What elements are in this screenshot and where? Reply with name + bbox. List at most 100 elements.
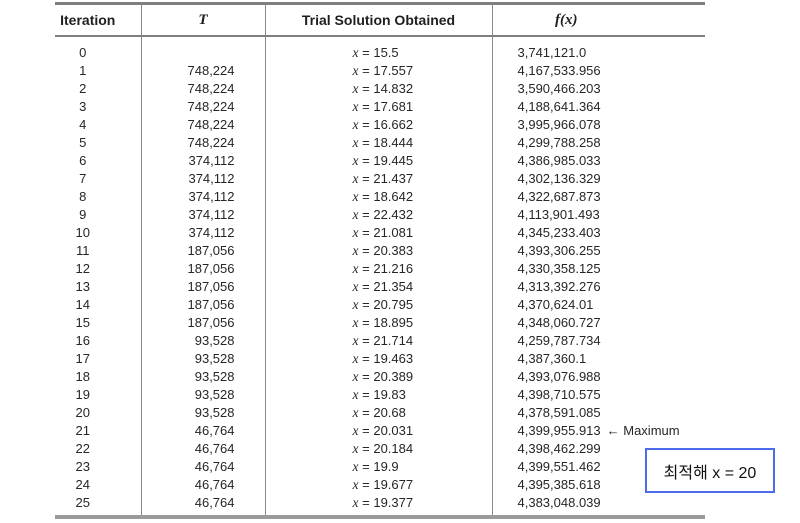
cell-fx: 4,393,076.988 [492, 368, 705, 386]
x-variable: x [352, 153, 359, 168]
cell-fx: 4,386,985.033 [492, 152, 705, 170]
x-value: 19.463 [373, 351, 414, 366]
x-value: 19.677 [373, 477, 414, 492]
equals-sign: = [362, 99, 370, 114]
cell-trial-solution: x = 18.642 [265, 188, 493, 206]
cell-temperature: 748,224 [141, 134, 266, 152]
equals-sign: = [362, 387, 370, 402]
cell-temperature: 46,764 [141, 440, 266, 458]
cell-temperature: 187,056 [141, 296, 266, 314]
fx-value: 4,399,955.913 [517, 423, 601, 438]
table-row: 24 46,764 x = 19.677 4,395,385.618 [55, 476, 705, 494]
cell-iteration: 16 [55, 332, 142, 350]
cell-temperature: 46,764 [141, 458, 266, 476]
equals-sign: = [362, 477, 370, 492]
x-variable: x [352, 441, 359, 456]
x-variable: x [352, 243, 359, 258]
fx-value: 4,299,788.258 [517, 135, 601, 150]
cell-fx: 3,995,966.078 [492, 116, 705, 134]
cell-trial-solution: x = 19.445 [265, 152, 493, 170]
table-row: 17 93,528 x = 19.463 4,387,360.1 [55, 350, 705, 368]
cell-temperature: 374,112 [141, 188, 266, 206]
cell-trial-solution: x = 20.184 [265, 440, 493, 458]
table-row: 21 46,764 x = 20.031 4,399,955.913 ← Maxi… [55, 422, 705, 440]
cell-fx: 4,167,533.956 [492, 62, 705, 80]
equals-sign: = [362, 261, 370, 276]
cell-temperature: 46,764 [141, 422, 266, 440]
cell-trial-solution: x = 20.68 [265, 404, 493, 422]
x-variable: x [352, 207, 359, 222]
cell-trial-solution: x = 17.681 [265, 98, 493, 116]
cell-fx: 4,188,641.364 [492, 98, 705, 116]
x-variable: x [352, 369, 359, 384]
fx-value: 4,387,360.1 [517, 351, 587, 366]
cell-temperature: 748,224 [141, 80, 266, 98]
cell-fx: 4,378,591.085 [492, 404, 705, 422]
equals-sign: = [362, 135, 370, 150]
equals-sign: = [362, 207, 370, 222]
cell-temperature: 93,528 [141, 386, 266, 404]
cell-iteration: 18 [55, 368, 142, 386]
col-header-trial-solution: Trial Solution Obtained [265, 3, 493, 37]
x-variable: x [352, 261, 359, 276]
fx-value: 4,302,136.329 [517, 171, 601, 186]
x-value: 18.444 [373, 135, 414, 150]
table-row: 11 187,056 x = 20.383 4,393,306.255 [55, 242, 705, 260]
table-row: 16 93,528 x = 21.714 4,259,787.734 [55, 332, 705, 350]
cell-iteration: 15 [55, 314, 142, 332]
cell-trial-solution: x = 18.895 [265, 314, 493, 332]
x-variable: x [352, 171, 359, 186]
x-variable: x [352, 387, 359, 402]
fx-value: 3,741,121.0 [517, 45, 587, 60]
fx-value: 4,113,901.493 [517, 207, 600, 222]
table-row: 22 46,764 x = 20.184 4,398,462.299 [55, 440, 705, 458]
table-row: 1 748,224 x = 17.557 4,167,533.956 [55, 62, 705, 80]
cell-iteration: 17 [55, 350, 142, 368]
x-variable: x [352, 81, 359, 96]
x-value: 19.377 [373, 495, 414, 510]
equals-sign: = [362, 171, 370, 186]
cell-trial-solution: x = 20.383 [265, 242, 493, 260]
header-row: Iteration T Trial Solution Obtained f(x) [55, 3, 705, 37]
cell-trial-solution: x = 19.677 [265, 476, 493, 494]
cell-iteration: 20 [55, 404, 142, 422]
cell-iteration: 6 [55, 152, 142, 170]
cell-iteration: 24 [55, 476, 142, 494]
table-row: 6 374,112 x = 19.445 4,386,985.033 [55, 152, 705, 170]
cell-temperature: 93,528 [141, 350, 266, 368]
x-variable: x [352, 117, 359, 132]
x-value: 17.681 [373, 99, 414, 114]
table-row: 3 748,224 x = 17.681 4,188,641.364 [55, 98, 705, 116]
x-value: 21.354 [373, 279, 414, 294]
cell-iteration: 0 [55, 36, 142, 62]
fx-value: 4,370,624.01 [517, 297, 594, 312]
x-value: 19.83 [373, 387, 406, 402]
cell-iteration: 12 [55, 260, 142, 278]
x-variable: x [352, 279, 359, 294]
table-row: 8 374,112 x = 18.642 4,322,687.873 [55, 188, 705, 206]
x-value: 20.184 [373, 441, 414, 456]
equals-sign: = [362, 45, 370, 60]
cell-iteration: 19 [55, 386, 142, 404]
fx-value: 4,188,641.364 [517, 99, 601, 114]
cell-iteration: 7 [55, 170, 142, 188]
cell-temperature: 748,224 [141, 98, 266, 116]
equals-sign: = [362, 153, 370, 168]
equals-sign: = [362, 351, 370, 366]
table-row: 18 93,528 x = 20.389 4,393,076.988 [55, 368, 705, 386]
cell-fx: 3,590,466.203 [492, 80, 705, 98]
cell-trial-solution: x = 16.662 [265, 116, 493, 134]
cell-fx: 4,398,462.299 [492, 440, 705, 458]
x-value: 21.714 [373, 333, 414, 348]
x-value: 21.437 [373, 171, 414, 186]
equals-sign: = [362, 81, 370, 96]
equals-sign: = [362, 333, 370, 348]
table-row: 4 748,224 x = 16.662 3,995,966.078 [55, 116, 705, 134]
cell-temperature: 187,056 [141, 260, 266, 278]
cell-temperature: 93,528 [141, 368, 266, 386]
simulated-annealing-table: Iteration T Trial Solution Obtained f(x)… [55, 2, 705, 519]
cell-temperature: 374,112 [141, 152, 266, 170]
cell-iteration: 2 [55, 80, 142, 98]
fx-value: 3,590,466.203 [517, 81, 601, 96]
fx-value: 4,398,710.575 [517, 387, 601, 402]
